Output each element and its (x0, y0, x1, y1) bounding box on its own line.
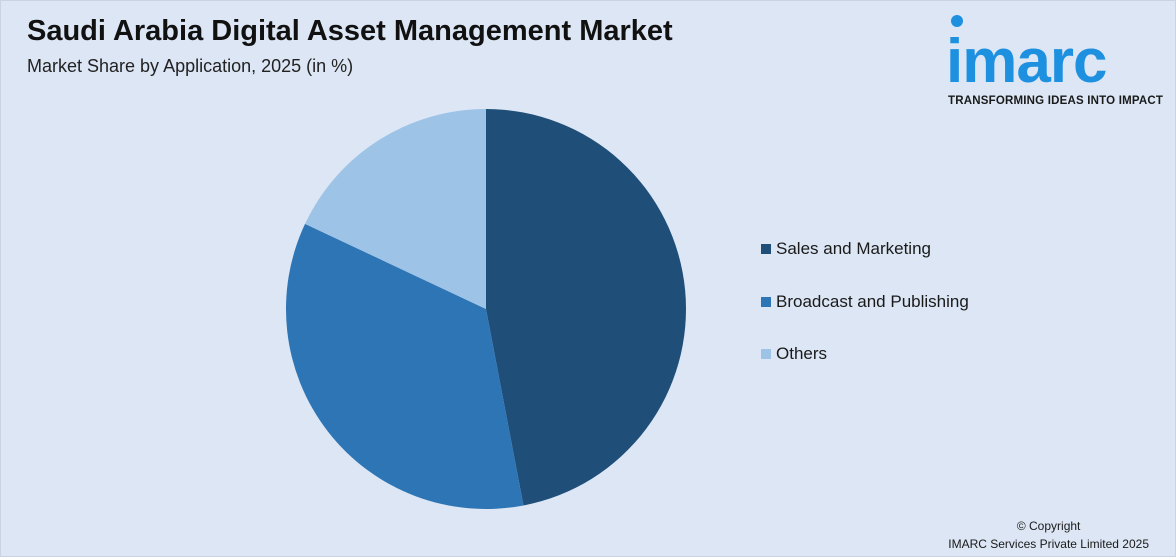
chart-subtitle: Market Share by Application, 2025 (in %) (27, 56, 354, 76)
copyright-notice: © Copyright IMARC Services Private Limit… (948, 517, 1149, 553)
legend-swatch (761, 296, 771, 307)
imarc-logo: imarc TRANSFORMING IDEAS INTO IMPACT (946, 13, 1172, 113)
chart-legend: Sales and Marketing Broadcast and Publis… (761, 238, 969, 396)
legend-label: Broadcast and Publishing (776, 291, 969, 311)
legend-label: Sales and Marketing (776, 239, 931, 258)
legend-item-broadcast-and-publishing: Broadcast and Publishing (761, 291, 969, 313)
logo-dot-icon (951, 15, 963, 27)
legend-item-sales-and-marketing: Sales and Marketing (761, 238, 969, 260)
logo-tagline: TRANSFORMING IDEAS INTO IMPACT (948, 95, 1164, 107)
copyright-owner: IMARC Services Private Limited 2025 (948, 537, 1149, 551)
chart-title: Saudi Arabia Digital Asset Management Ma… (27, 15, 673, 47)
pie-slice-sales-and-marketing (486, 109, 686, 506)
copyright-line: © Copyright (1016, 519, 1081, 533)
pie-slice-broadcast-and-publishing (285, 223, 524, 509)
legend-item-others: Others (761, 343, 969, 365)
legend-swatch (761, 349, 771, 359)
logo-wordmark: imarc (946, 27, 1107, 96)
pie-slice-others (305, 108, 486, 309)
legend-label: Others (776, 344, 828, 363)
legend-swatch (761, 244, 771, 254)
